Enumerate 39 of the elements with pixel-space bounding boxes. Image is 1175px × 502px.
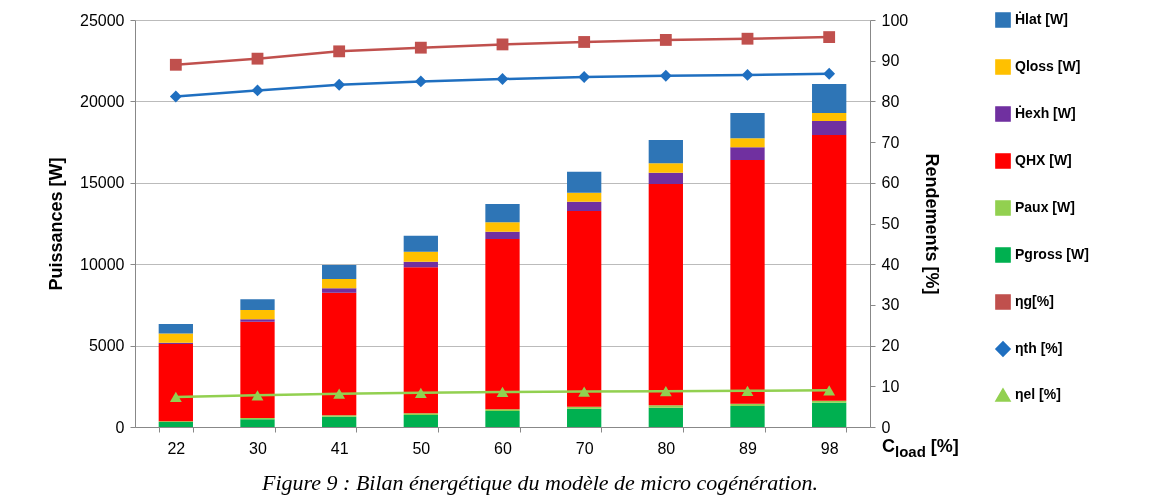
y-tick-label: 15000 [80, 174, 125, 192]
y2-tick-label: 20 [881, 337, 900, 355]
y2-tick-label: 40 [881, 255, 900, 273]
x-tick-label: 70 [575, 439, 594, 457]
legend-label: Pgross [W] [1015, 246, 1089, 262]
legend-label: ηg[%] [1015, 293, 1054, 309]
text: Figure 9 : Bilan énergétique du modèle de micro cogénération. [261, 470, 819, 496]
y2-tick-label: 70 [881, 133, 900, 151]
y2-axis-title: Rendements [%] [922, 153, 943, 295]
y2-tick-label: 50 [881, 215, 900, 232]
x-tick-label: 41 [330, 439, 349, 457]
x-tick-label: 22 [167, 439, 186, 457]
legend-label: QHX [W] [1015, 152, 1072, 168]
y2-tick-label: 90 [881, 52, 900, 70]
y-tick-label: 25000 [80, 11, 125, 29]
y-tick-label: 10000 [80, 255, 125, 273]
y2-tick-label: 80 [881, 92, 900, 110]
x-tick-label: 89 [739, 439, 757, 457]
x-tick-label: 30 [249, 439, 267, 457]
y2-tick-label: 30 [881, 296, 900, 314]
y-tick-label: 20000 [80, 92, 125, 110]
legend-label: ηth [%] [1015, 340, 1063, 356]
y-tick-label: 0 [115, 418, 125, 436]
y-tick-label: 5000 [88, 337, 125, 355]
x-tick-label: 50 [412, 439, 431, 457]
legend-label: Ḣlat [W] [1015, 11, 1068, 27]
legend-label: Paux [W] [1015, 199, 1075, 215]
x-tick-label: 98 [820, 439, 839, 457]
y2-tick-label: 10 [881, 377, 900, 395]
legend-label: Qloss [W] [1015, 58, 1081, 74]
y-axis-title: Puissances [W] [46, 157, 67, 291]
y2-tick-label: 100 [881, 11, 909, 29]
legend-label: Ḣexh [W] [1015, 105, 1076, 121]
x-tick-label: 80 [657, 439, 676, 457]
y2-tick-label: 60 [881, 174, 900, 192]
y2-tick-label: 0 [881, 418, 891, 436]
x-tick-label: 60 [494, 439, 512, 457]
x-axis-title: C$_{load}$ [%] [882, 436, 959, 460]
legend-label: ηel [%] [1015, 386, 1061, 402]
